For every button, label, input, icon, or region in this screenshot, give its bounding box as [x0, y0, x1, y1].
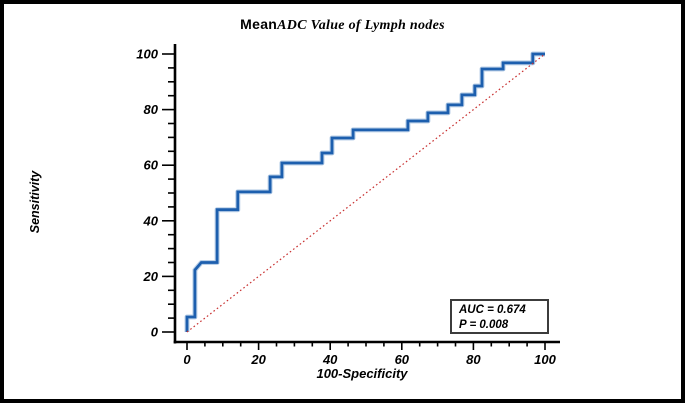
tick-label: 20: [250, 352, 266, 367]
tick-label: 60: [144, 158, 159, 173]
tick-label: 40: [322, 352, 338, 367]
tick-label: 80: [466, 352, 481, 367]
tick-label: 60: [395, 352, 410, 367]
chart-title-rest: ADC Value of Lymph nodes: [277, 18, 445, 33]
p-value: P = 0.008: [459, 318, 509, 331]
auc-value: AUC = 0.674: [459, 304, 526, 316]
tick-label: 100: [136, 47, 158, 62]
tick-label: 0: [183, 352, 191, 367]
chart-title: MeanADC Value of Lymph nodes: [4, 16, 681, 34]
auc-annotation-box: AUC = 0.674 P = 0.008: [450, 299, 549, 334]
tick-label: 0: [151, 325, 159, 340]
tick-label: 80: [144, 102, 159, 117]
chart-title-prefix: Mean: [240, 16, 278, 32]
tick-label: 20: [143, 269, 159, 284]
roc-curve: [185, 52, 545, 332]
tick-label: 100: [534, 352, 556, 367]
roc-plot: 0 20 40 60 80 100 0 20 40 60 80 100: [136, 44, 560, 367]
tick-label: 40: [143, 213, 159, 228]
x-axis-title: 100-Specificity: [316, 366, 408, 381]
